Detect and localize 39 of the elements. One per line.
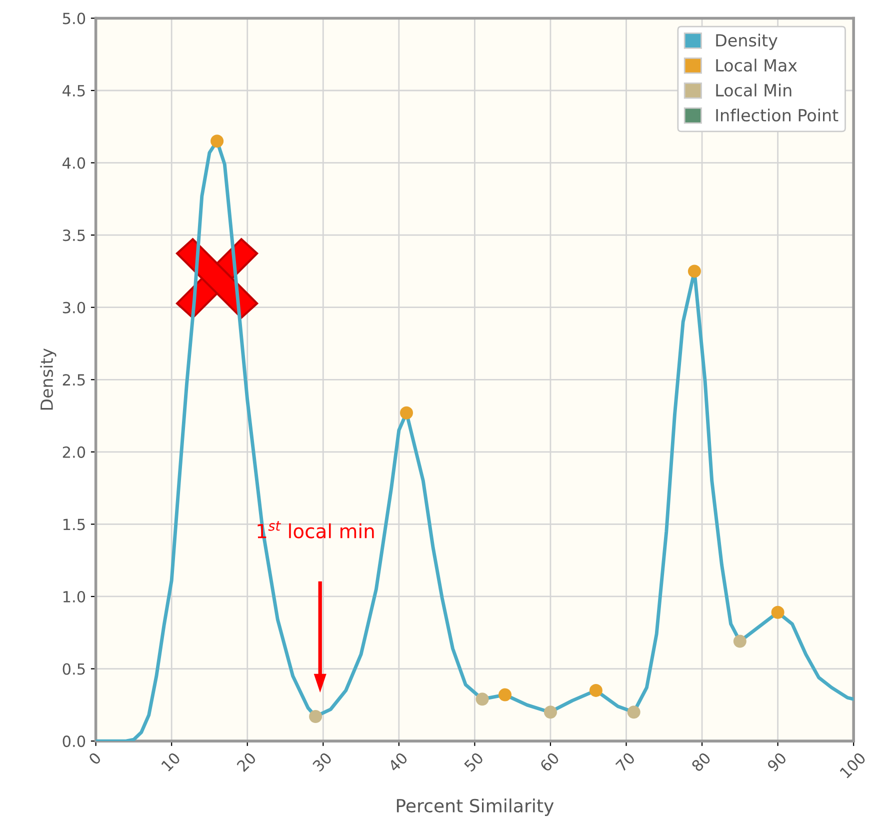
y-tick-label: 3.0 — [62, 302, 86, 314]
x-tick-label: 0 — [88, 752, 102, 766]
point — [688, 264, 701, 278]
point — [498, 688, 512, 702]
y-tick-label: 3.5 — [62, 230, 85, 242]
x-tick-label: 100 — [839, 752, 866, 779]
y-tick-label: 2.5 — [62, 374, 85, 386]
point — [627, 706, 640, 719]
y-tick-label: 5.0 — [62, 12, 86, 24]
x-tick-label: 50 — [464, 752, 484, 772]
point — [589, 684, 602, 697]
y-tick-label: 1.0 — [63, 590, 86, 603]
legend-label: Local Min — [716, 84, 792, 97]
point — [309, 710, 322, 723]
y-tick-label: 0.5 — [62, 663, 85, 675]
y-tick-label: 4.5 — [62, 85, 85, 97]
x-tick-label: 90 — [766, 752, 788, 772]
x-tick-label: 30 — [312, 752, 332, 772]
y-tick-label: 2.0 — [62, 446, 86, 458]
point — [210, 134, 224, 148]
point — [733, 634, 746, 648]
legend-label: Inflection Point — [716, 108, 838, 122]
x-tick-label: 70 — [615, 752, 636, 772]
x-tick-label: 80 — [690, 752, 712, 772]
point — [544, 706, 557, 719]
y-axis-title: Density — [40, 348, 56, 410]
point — [476, 692, 489, 706]
legend-label: Local Max — [716, 58, 797, 72]
legend-label: Density — [716, 34, 778, 50]
x-tick-label: 40 — [388, 752, 408, 772]
x-tick-label: 20 — [236, 752, 257, 772]
x-tick-label: 60 — [539, 752, 560, 772]
y-tick-label: 4.0 — [62, 157, 86, 169]
point — [400, 406, 413, 420]
y-tick-label: 0.0 — [62, 736, 86, 748]
point — [771, 606, 784, 619]
y-tick-label: 1.5 — [63, 518, 85, 530]
x-axis-title: Percent Similarity — [396, 798, 554, 816]
x-tick-label: 10 — [160, 752, 181, 772]
